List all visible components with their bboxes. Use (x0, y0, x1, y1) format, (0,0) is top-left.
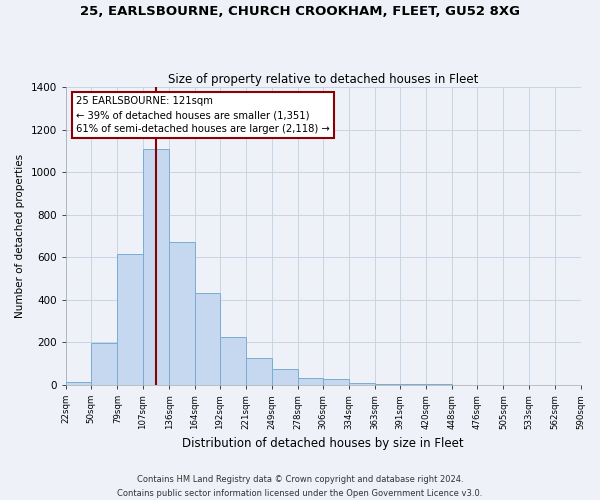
Text: 25 EARLSBOURNE: 121sqm
← 39% of detached houses are smaller (1,351)
61% of semi-: 25 EARLSBOURNE: 121sqm ← 39% of detached… (76, 96, 330, 134)
Bar (323, 380, 349, 385)
Bar (246, 358, 272, 385)
Bar (169, 242, 194, 385)
Bar (220, 337, 246, 385)
Bar (66, 382, 91, 385)
Bar (143, 149, 169, 385)
Bar (375, 384, 400, 385)
Bar (118, 254, 143, 385)
Text: 25, EARLSBOURNE, CHURCH CROOKHAM, FLEET, GU52 8XG: 25, EARLSBOURNE, CHURCH CROOKHAM, FLEET,… (80, 5, 520, 18)
X-axis label: Distribution of detached houses by size in Fleet: Distribution of detached houses by size … (182, 437, 464, 450)
Bar (194, 294, 220, 385)
Text: Contains HM Land Registry data © Crown copyright and database right 2024.
Contai: Contains HM Land Registry data © Crown c… (118, 476, 482, 498)
Bar (298, 378, 323, 385)
Bar (349, 382, 375, 385)
Bar (91, 344, 118, 385)
Title: Size of property relative to detached houses in Fleet: Size of property relative to detached ho… (168, 73, 478, 86)
Y-axis label: Number of detached properties: Number of detached properties (15, 154, 25, 318)
Bar (272, 369, 298, 385)
